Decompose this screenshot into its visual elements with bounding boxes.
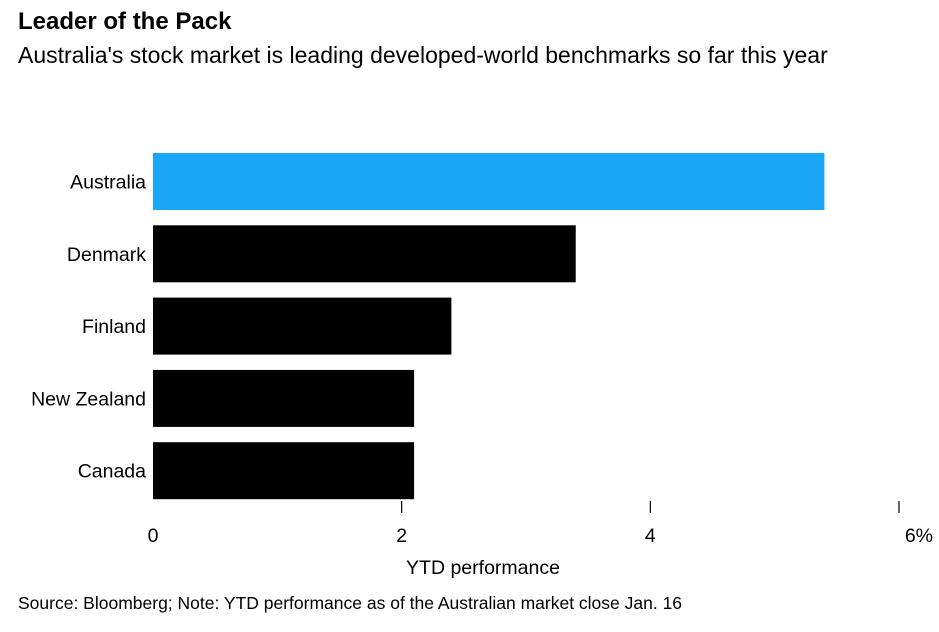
- bar-australia: [153, 153, 825, 210]
- bar-chart: Australia Denmark Finland New Zealand Canada…: [31, 153, 933, 579]
- category-label-new-zealand: New Zealand: [31, 388, 146, 410]
- category-label-australia: Australia: [70, 172, 146, 194]
- tick-label-4: 4: [645, 525, 656, 547]
- category-labels: Australia Denmark Finland New Zealand Canada: [31, 172, 146, 483]
- category-label-denmark: Denmark: [67, 244, 146, 266]
- x-axis-ticks: 0 2 4 6%: [148, 501, 933, 547]
- x-axis-title: YTD performance: [406, 557, 560, 579]
- tick-label-6: 6%: [905, 525, 933, 547]
- bar-canada: [153, 442, 415, 500]
- tick-label-0: 0: [148, 525, 159, 547]
- chart-title: Leader of the Pack: [18, 8, 232, 35]
- bar-denmark: [153, 225, 576, 283]
- tick-label-2: 2: [396, 525, 407, 547]
- chart-subtitle: Australia's stock market is leading deve…: [18, 42, 828, 68]
- category-label-canada: Canada: [78, 461, 146, 483]
- category-label-finland: Finland: [82, 316, 146, 338]
- bar-new-zealand: [153, 369, 415, 427]
- bar-finland: [153, 297, 452, 355]
- bars: [153, 153, 825, 500]
- source-note: Source: Bloomberg; Note: YTD performance…: [18, 593, 683, 613]
